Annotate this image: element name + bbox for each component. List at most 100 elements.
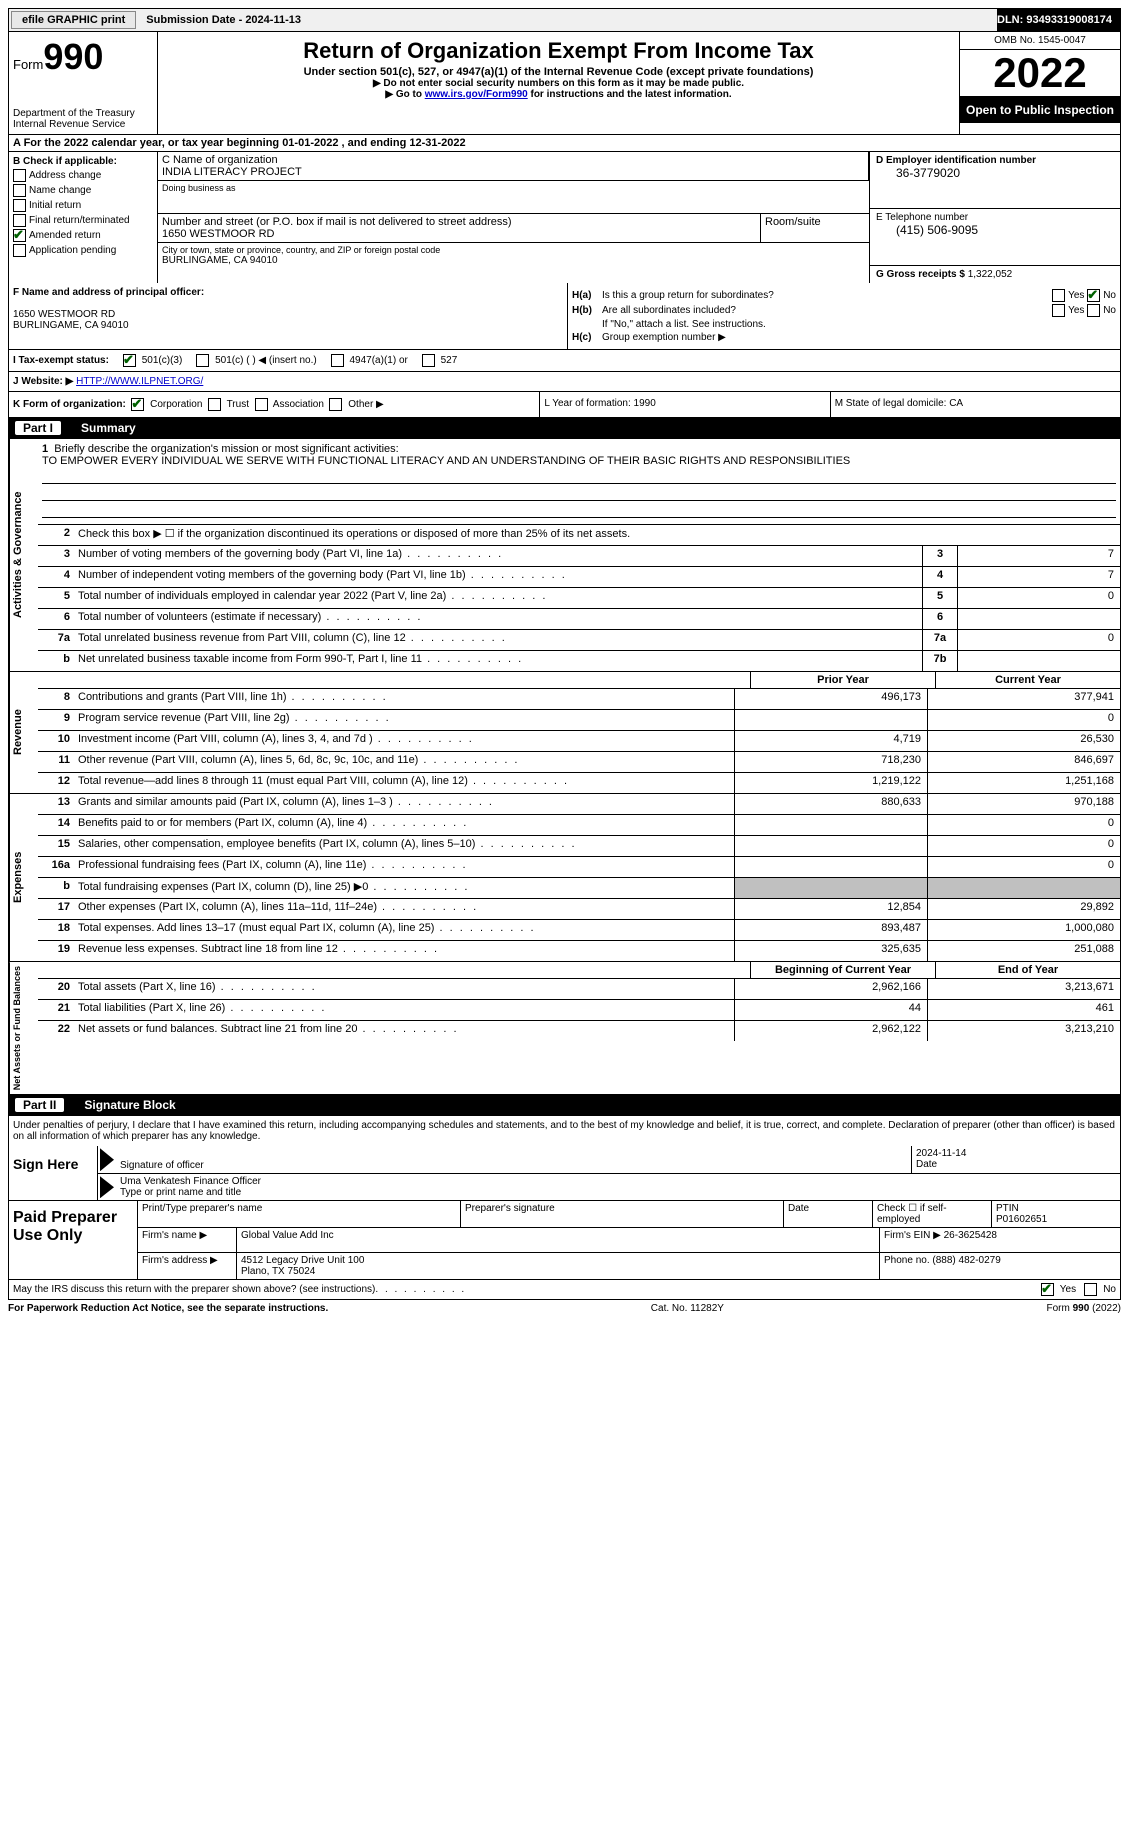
prior-year-val: 4,719 — [734, 731, 927, 751]
line-num: 16a — [38, 857, 74, 877]
label-application-pending: Application pending — [29, 245, 116, 256]
line2-text: Check this box ▶ ☐ if the organization d… — [74, 525, 1120, 545]
prep-check-header: Check ☐ if self-employed — [873, 1201, 992, 1227]
opt-corporation: Corporation — [150, 399, 202, 410]
row-klm: K Form of organization: Corporation Trus… — [8, 392, 1121, 418]
year-header-netassets: Beginning of Current Year End of Year — [38, 962, 1120, 979]
line-num: 7a — [38, 630, 74, 650]
current-year-val: 0 — [927, 836, 1120, 856]
website-link[interactable]: HTTP://WWW.ILPNET.ORG/ — [76, 376, 203, 387]
line-num: b — [38, 651, 74, 671]
checkbox-discuss-no[interactable] — [1084, 1283, 1097, 1296]
checkbox-501c3[interactable] — [123, 354, 136, 367]
prior-year-val: 893,487 — [734, 920, 927, 940]
checkbox-527[interactable] — [422, 354, 435, 367]
street-label: Number and street (or P.O. box if mail i… — [162, 216, 756, 228]
line-num: 20 — [38, 979, 74, 999]
vert-activities-label: Activities & Governance — [9, 439, 38, 671]
line-num: 18 — [38, 920, 74, 940]
line-desc: Professional fundraising fees (Part IX, … — [74, 857, 734, 877]
form-title: Return of Organization Exempt From Incom… — [162, 38, 955, 64]
part1-title: Part I — [15, 421, 61, 435]
checkbox-other[interactable] — [329, 398, 342, 411]
ptin-label: PTIN — [996, 1203, 1116, 1214]
discuss-no-label: No — [1103, 1284, 1116, 1295]
block-c: C Name of organization INDIA LITERACY PR… — [158, 152, 869, 283]
checkbox-application-pending[interactable] — [13, 244, 26, 257]
checkbox-hb-yes[interactable] — [1052, 304, 1065, 317]
ein-label: D Employer identification number — [876, 155, 1114, 166]
checkbox-trust[interactable] — [208, 398, 221, 411]
form-label: Form — [13, 57, 43, 72]
checkbox-hb-no[interactable] — [1087, 304, 1100, 317]
prep-ptin-cell: PTIN P01602651 — [992, 1201, 1120, 1227]
checkbox-501c[interactable] — [196, 354, 209, 367]
checkbox-corporation[interactable] — [131, 398, 144, 411]
identification-block: B Check if applicable: Address change Na… — [8, 152, 1121, 283]
line-desc: Number of independent voting members of … — [74, 567, 922, 587]
summary-row: 16a Professional fundraising fees (Part … — [38, 857, 1120, 878]
checkbox-amended-return[interactable] — [13, 229, 26, 242]
summary-row: 3 Number of voting members of the govern… — [38, 546, 1120, 567]
prior-year-val: 718,230 — [734, 752, 927, 772]
line-desc: Total expenses. Add lines 13–17 (must eq… — [74, 920, 734, 940]
expenses-section: Expenses 13 Grants and similar amounts p… — [8, 794, 1121, 962]
hb-no-label: No — [1103, 305, 1116, 316]
summary-row: 14 Benefits paid to or for members (Part… — [38, 815, 1120, 836]
summary-row: 21 Total liabilities (Part X, line 26) 4… — [38, 1000, 1120, 1021]
gross-label: G Gross receipts $ — [876, 269, 965, 280]
opt-501c3: 501(c)(3) — [142, 355, 183, 366]
line-box: 6 — [922, 609, 957, 629]
checkbox-name-change[interactable] — [13, 184, 26, 197]
current-year-val: 1,000,080 — [927, 920, 1120, 940]
line-desc: Number of voting members of the governin… — [74, 546, 922, 566]
begin-year-header: Beginning of Current Year — [750, 962, 935, 978]
line-desc: Contributions and grants (Part VIII, lin… — [74, 689, 734, 709]
checkbox-final-return[interactable] — [13, 214, 26, 227]
line-num: 11 — [38, 752, 74, 772]
summary-row: 13 Grants and similar amounts paid (Part… — [38, 794, 1120, 815]
row-j-website: J Website: ▶ HTTP://WWW.ILPNET.ORG/ — [8, 372, 1121, 392]
phone-cell: E Telephone number (415) 506-9095 — [870, 209, 1120, 266]
vert-netassets-label: Net Assets or Fund Balances — [9, 962, 38, 1094]
tax-status-label: I Tax-exempt status: — [13, 355, 109, 366]
firm-ein-cell: Firm's EIN ▶ 26-3625428 — [880, 1228, 1120, 1252]
checkbox-association[interactable] — [255, 398, 268, 411]
line-desc: Other revenue (Part VIII, column (A), li… — [74, 752, 734, 772]
checkbox-initial-return[interactable] — [13, 199, 26, 212]
top-toolbar: efile GRAPHIC print Submission Date - 20… — [8, 8, 1121, 32]
arrow-icon — [100, 1148, 114, 1171]
form-org-label: K Form of organization: — [13, 399, 126, 410]
firm-addr2: Plano, TX 75024 — [241, 1266, 875, 1277]
part2-heading: Signature Block — [84, 1098, 175, 1112]
checkbox-4947[interactable] — [331, 354, 344, 367]
officer-addr2: BURLINGAME, CA 94010 — [13, 320, 129, 331]
irs-link[interactable]: www.irs.gov/Form990 — [425, 89, 528, 100]
label-address-change: Address change — [29, 170, 101, 181]
ha-question: Is this a group return for subordinates? — [602, 290, 1052, 301]
checkbox-discuss-yes[interactable] — [1041, 1283, 1054, 1296]
line-desc: Total number of volunteers (estimate if … — [74, 609, 922, 629]
current-year-val: 3,213,210 — [927, 1021, 1120, 1041]
form-990-number: 990 — [43, 36, 103, 77]
label-initial-return: Initial return — [29, 200, 81, 211]
prior-year-val: 2,962,122 — [734, 1021, 927, 1041]
checkbox-ha-no[interactable] — [1087, 289, 1100, 302]
checkbox-ha-yes[interactable] — [1052, 289, 1065, 302]
prior-year-val: 44 — [734, 1000, 927, 1020]
current-year-val — [927, 878, 1120, 898]
summary-row: 11 Other revenue (Part VIII, column (A),… — [38, 752, 1120, 773]
prep-sig-header: Preparer's signature — [461, 1201, 784, 1227]
line-val: 7 — [957, 546, 1120, 566]
city-cell: City or town, state or province, country… — [158, 243, 869, 275]
block-f: F Name and address of principal officer:… — [9, 283, 568, 349]
efile-print-button[interactable]: efile GRAPHIC print — [11, 11, 136, 29]
line-box: 3 — [922, 546, 957, 566]
checkbox-address-change[interactable] — [13, 169, 26, 182]
line-val — [957, 651, 1120, 671]
footer-last: For Paperwork Reduction Act Notice, see … — [8, 1300, 1121, 1317]
cell-k: K Form of organization: Corporation Trus… — [9, 392, 540, 417]
line-num: 15 — [38, 836, 74, 856]
current-year-val: 0 — [927, 710, 1120, 730]
block-d: D Employer identification number 36-3779… — [869, 152, 1120, 283]
